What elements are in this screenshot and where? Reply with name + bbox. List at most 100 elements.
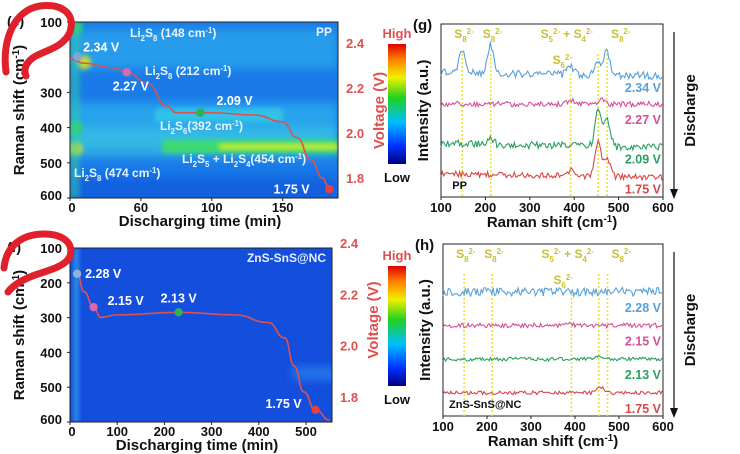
text-part: 5: [549, 255, 554, 264]
text-part: 8: [492, 255, 497, 264]
text-part: 2-: [623, 27, 630, 36]
peak-label: S82-: [611, 27, 631, 44]
text-part: Raman shift (cm: [488, 433, 605, 450]
text-part: ): [612, 214, 617, 231]
x-tick-label: 500: [295, 424, 317, 439]
text-part: ): [239, 119, 243, 133]
text-part: 5: [549, 35, 554, 44]
spectrum-line: [440, 138, 663, 182]
text-part: S: [484, 247, 492, 261]
voltage-tick-label: 2.0: [340, 339, 358, 354]
voltage-tick-label: 1.8: [346, 171, 364, 186]
text-part: ): [212, 26, 216, 40]
text-part: S: [541, 247, 549, 261]
peak-label: S62-: [553, 53, 573, 70]
x-axis-label: Raman shift (cm-1): [487, 214, 617, 231]
text-part: Li: [145, 64, 156, 78]
arrow-head-icon: [670, 408, 678, 418]
series-label: 2.15 V: [625, 334, 662, 348]
text-part: 2-: [586, 27, 593, 36]
text-part: +: [560, 27, 574, 41]
text-part: S: [89, 166, 97, 180]
series-label: 2.09 V: [625, 153, 662, 167]
peak-label: S82-: [484, 247, 504, 264]
text-part: S: [175, 119, 183, 133]
voltage-marker-label: 2.34 V: [83, 41, 120, 55]
text-part: 8: [491, 35, 496, 44]
text-part: Li: [182, 152, 193, 166]
voltage-marker: [196, 108, 205, 117]
species-annotation: Li2S8 (148 cm-1): [130, 26, 216, 43]
sample-label: ZnS-SnS@NC: [247, 251, 326, 265]
voltage-marker: [174, 308, 183, 317]
text-part: 2-: [554, 247, 561, 256]
arrow-head-icon: [670, 189, 678, 199]
text-part: S: [553, 53, 561, 67]
x-tick-label: 300: [520, 419, 542, 434]
peak-label: S82-: [483, 27, 503, 44]
series-label: 2.13 V: [625, 368, 662, 382]
voltage-marker: [72, 269, 82, 278]
text-part: Li: [74, 166, 85, 180]
voltage-tick-label: 2.4: [340, 236, 359, 251]
text-part: 2: [85, 174, 90, 183]
plot-frame: [440, 23, 664, 198]
voltage-marker: [72, 52, 82, 61]
heatmap-haze: [70, 29, 338, 70]
x-tick-label: 150: [272, 200, 294, 215]
side-label: Discharge: [682, 74, 699, 147]
text-part: 2: [193, 160, 198, 169]
series-label: 2.28 V: [625, 301, 662, 315]
text-part: Raman shift (cm: [11, 58, 28, 175]
series-label: 1.75 V: [625, 183, 662, 197]
voltage-marker: [311, 405, 320, 415]
text-part: (148 cm: [157, 26, 205, 40]
x-tick-label: 300: [519, 200, 541, 215]
text-part: ): [227, 64, 231, 78]
text-part: 2-: [497, 247, 504, 256]
heatmap-band-core: [218, 143, 338, 150]
voltage-axis-label: Voltage (V): [371, 72, 388, 149]
spectrum-line: [442, 321, 663, 330]
colorbar-low-label: Low: [384, 170, 411, 185]
voltage-marker-label: 2.27 V: [113, 79, 150, 93]
y-axis-label: Raman shift (cm-1): [11, 45, 28, 175]
heatmap-haze: [70, 248, 332, 422]
heatmap-stripe: [70, 22, 80, 198]
text-part: 8: [97, 174, 102, 183]
y-axis-label: Intensity (a.u.): [417, 279, 434, 381]
species-annotation: Li2S8 (474 cm-1): [74, 166, 160, 183]
heatmap-intensity: [70, 22, 338, 198]
text-part: -1: [11, 49, 22, 58]
voltage-tick-label: 2.0: [346, 126, 364, 141]
x-tick-label: 100: [432, 419, 454, 434]
plot-frame: [69, 247, 333, 423]
text-part: 2: [171, 127, 176, 136]
text-part: S: [160, 64, 168, 78]
text-part: 2-: [566, 273, 573, 282]
text-part: 2: [234, 160, 239, 169]
text-part: 2-: [553, 27, 560, 36]
text-part: -1: [232, 119, 240, 128]
colorbar: [388, 44, 406, 164]
text-part: 8: [464, 255, 469, 264]
peak-label: S52- + S42-: [541, 27, 594, 44]
heatmap-intensity: [70, 248, 332, 422]
red-scribble-annotation: [1, 2, 75, 80]
text-part: 4: [246, 160, 251, 169]
heatmap-panel-f: 2.28 V 2.15 V 2.13 V 1.75 V ZnS-SnS@NC 100 200…: [7, 236, 411, 454]
x-tick-label: 400: [563, 200, 585, 215]
text-part: -1: [220, 64, 228, 73]
species-annotation: Li2S8 (212 cm-1): [145, 64, 231, 81]
x-tick-label: 100: [430, 200, 452, 215]
x-tick-label: 100: [201, 200, 223, 215]
text-part: S: [145, 26, 153, 40]
text-part: 2-: [565, 53, 572, 62]
text-part: Raman shift (cm: [487, 214, 604, 231]
text-part: 8: [168, 72, 173, 81]
text-part: 8: [153, 34, 158, 43]
text-part: 8: [620, 255, 625, 264]
